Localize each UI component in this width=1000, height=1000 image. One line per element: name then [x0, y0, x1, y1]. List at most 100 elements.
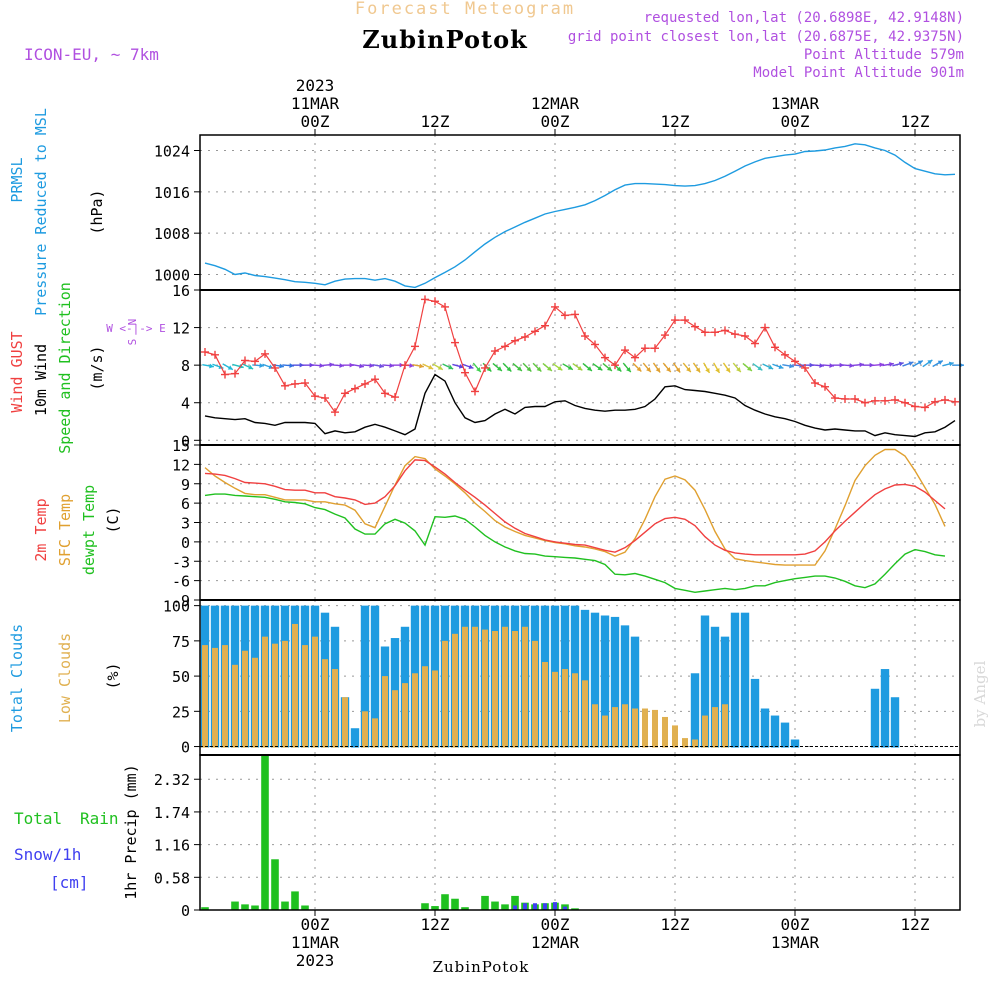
wind-arrow-head: [289, 363, 294, 368]
low-cloud-bar: [482, 629, 488, 748]
sfc-temp-label: SFC Temp: [56, 494, 74, 566]
wind-arrow-head: [849, 363, 854, 368]
wind-arrow-head: [948, 361, 954, 367]
model-altitude: Model Point Altitude 901m: [753, 65, 964, 81]
bottom-time-label: 00Z: [301, 915, 330, 934]
prmsl-label: PRMSL: [8, 157, 26, 202]
low-clouds-label: Low Clouds: [56, 633, 74, 723]
wind-speed-line: [204, 373, 956, 438]
rain-bar: [201, 907, 209, 910]
low-cloud-bar: [472, 626, 478, 748]
wind-arrow-head: [725, 367, 731, 373]
low-cloud-bar: [562, 669, 568, 748]
wind-arrow-head: [586, 366, 592, 371]
low-cloud-bar: [272, 643, 278, 748]
rain-bar: [291, 891, 299, 910]
top-time-label: 12Z: [421, 112, 450, 131]
top-time-label: 12MAR: [531, 94, 580, 113]
total-cloud-bar: [870, 688, 880, 748]
compass-south: S: [126, 339, 139, 346]
rain-bar: [301, 905, 309, 910]
low-cloud-bar: [552, 671, 558, 748]
low-cloud-bar: [432, 670, 438, 748]
low-cloud-bar: [402, 683, 408, 748]
wind-arrow-head: [839, 362, 844, 368]
low-cloud-bar: [652, 709, 658, 748]
top-time-label: 12Z: [661, 112, 690, 131]
rain-bar: [451, 898, 459, 910]
wind-arrow-head: [468, 364, 474, 369]
wind-arrow-head: [789, 363, 794, 369]
wind-arrow-head: [937, 360, 943, 365]
bottom-time-label: 00Z: [781, 915, 810, 934]
rain-bar: [241, 904, 249, 910]
low-cloud-bar: [592, 704, 598, 748]
total-cloud-bar: [350, 728, 360, 748]
axes-layer: 10001008101610240481216-9-6-303691215025…: [154, 76, 961, 970]
wind-arrow-head: [746, 366, 752, 371]
y-tick-label-temperature: -9: [172, 592, 190, 610]
total-cloud-bar: [630, 636, 640, 748]
low-cloud-bar: [532, 640, 538, 748]
y-tick-label-clouds: 50: [172, 668, 190, 686]
total-cloud-bar: [720, 636, 730, 748]
low-cloud-bar: [452, 633, 458, 748]
wind-arrow-head: [778, 364, 784, 369]
rain-bar: [271, 859, 279, 910]
wind-arrow-head: [486, 366, 492, 372]
wind-arrow-head: [889, 361, 894, 367]
low-cloud-bar: [642, 708, 648, 748]
rain-label-2: Rain: [80, 809, 119, 828]
bottom-time-label: 2023: [296, 951, 335, 970]
y-tick-label-wind: 8: [181, 357, 190, 375]
bottom-time-label: 12Z: [421, 915, 450, 934]
rain-bar: [481, 895, 489, 910]
low-cloud-bar: [222, 645, 228, 748]
rain-bar: [261, 755, 269, 910]
model-label: ICON-EU, ~ 7km: [24, 45, 159, 64]
low-cloud-bar: [302, 645, 308, 748]
wind-arrow-head: [437, 365, 443, 370]
rain-bar: [231, 901, 239, 910]
wind-arrow-head: [715, 367, 720, 373]
top-time-label: 00Z: [781, 112, 810, 131]
y-tick-label-pressure: 1000: [154, 267, 190, 285]
total-cloud-bar: [750, 678, 760, 748]
wind-arrow-head: [768, 364, 774, 370]
wind-arrow-head: [927, 359, 933, 365]
snow-bar: [563, 906, 567, 910]
low-cloud-bar: [322, 659, 328, 748]
wind-arrow-head: [379, 363, 384, 369]
wind-speed-direction-label: Speed and Direction: [56, 282, 74, 454]
wind-arrow-head: [675, 367, 681, 373]
total-cloud-bar: [700, 615, 710, 748]
t2m-label: 2m Temp: [32, 498, 50, 561]
low-cloud-bar: [492, 631, 498, 748]
rain-bar: [461, 907, 469, 910]
low-cloud-bar: [602, 715, 608, 748]
low-cloud-bar: [522, 626, 528, 748]
wind-arrow-head: [279, 363, 284, 369]
total-cloud-bar: [890, 697, 900, 748]
rain-bar: [441, 894, 449, 910]
rain-bar: [511, 895, 519, 910]
wind-arrow-head: [655, 367, 661, 373]
wind-arrow-head: [319, 363, 324, 368]
low-cloud-bar: [662, 716, 668, 748]
wind-arrow-head: [248, 364, 254, 370]
low-cloud-bar: [372, 718, 378, 748]
wind-arrow-head: [476, 367, 481, 373]
low-cloud-bar: [502, 626, 508, 748]
wind-arrow-head: [917, 360, 923, 365]
low-cloud-bar: [422, 666, 428, 748]
low-cloud-bar: [242, 650, 248, 748]
pressure-unit: (hPa): [88, 189, 106, 234]
wind-arrow-head: [369, 363, 374, 368]
y-tick-label-wind: 0: [181, 432, 190, 450]
wind-arrow-head: [409, 363, 414, 368]
low-cloud-bar: [232, 664, 238, 748]
bottom-time-label: 11MAR: [291, 933, 340, 952]
wind-label: 10m Wind: [32, 344, 50, 416]
rain-bar: [501, 904, 509, 910]
